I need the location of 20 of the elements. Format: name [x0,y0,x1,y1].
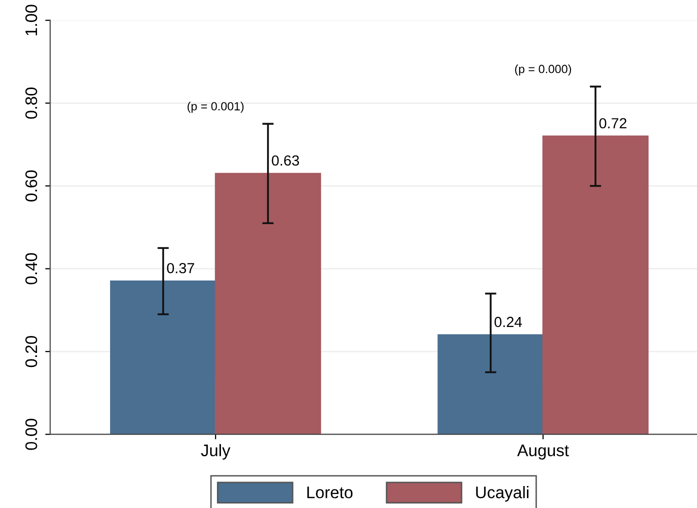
legend-label: Loreto [307,486,353,498]
y-tick-label: 1.00 [25,4,38,36]
bar [110,280,216,434]
annotation: (p = 0.001) [188,102,244,113]
data-label: 0.63 [272,155,299,166]
y-tick-label: 0.40 [25,253,38,284]
x-tick-label: July [201,444,230,460]
legend-label: Ucayali [476,486,528,502]
bar [214,172,322,434]
data-label: 0.24 [494,316,522,328]
y-tick-label: 0.60 [25,170,38,202]
annotation: (p = 0.000) [515,64,572,76]
bar [542,136,649,434]
data-label: 0.37 [167,262,194,274]
data-label: 0.72 [599,118,626,128]
y-tick-label: 0.00 [25,418,38,450]
y-tick-label: 0.20 [25,336,38,368]
bar [438,334,544,434]
y-tick-label: 0.80 [25,88,38,119]
x-tick-label: August [517,444,569,460]
